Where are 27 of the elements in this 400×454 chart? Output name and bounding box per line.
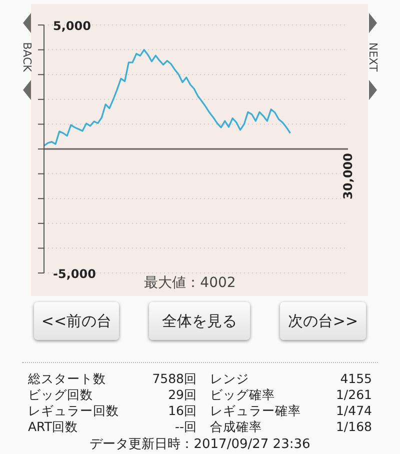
y-tick-label: -5,000 <box>53 267 96 281</box>
text: <<前の台 <box>34 302 119 340</box>
text: 合成確率 <box>210 419 262 436</box>
text: 総スタート数 <box>28 371 106 388</box>
text: NEXT <box>366 42 380 72</box>
text: ビッグ回数 <box>28 387 93 404</box>
text: 1/261 <box>336 387 372 402</box>
text: 全体を見る <box>149 302 250 340</box>
text: --回 <box>174 419 197 436</box>
text: 1/474 <box>336 403 372 418</box>
text: 29回 <box>168 387 197 404</box>
annotation: 30,000 <box>341 153 355 200</box>
text: BACK <box>20 42 34 72</box>
text: 最大値：4002 <box>143 274 237 292</box>
text: ART回数 <box>28 419 78 436</box>
text: 次の台>> <box>280 302 366 340</box>
text: レンジ <box>210 371 249 388</box>
text: データ更新日時：2017/09/27 23:36 <box>88 436 312 453</box>
text: 7588回 <box>152 371 197 388</box>
text: ビッグ確率 <box>210 387 275 404</box>
text: 16回 <box>168 403 197 420</box>
text: レギュラー回数 <box>28 403 119 420</box>
text: 4155 <box>340 371 372 386</box>
text: 1/168 <box>336 419 372 434</box>
y-tick-label: 5,000 <box>53 19 91 33</box>
text: レギュラー確率 <box>210 403 301 420</box>
line-series <box>44 48 292 147</box>
